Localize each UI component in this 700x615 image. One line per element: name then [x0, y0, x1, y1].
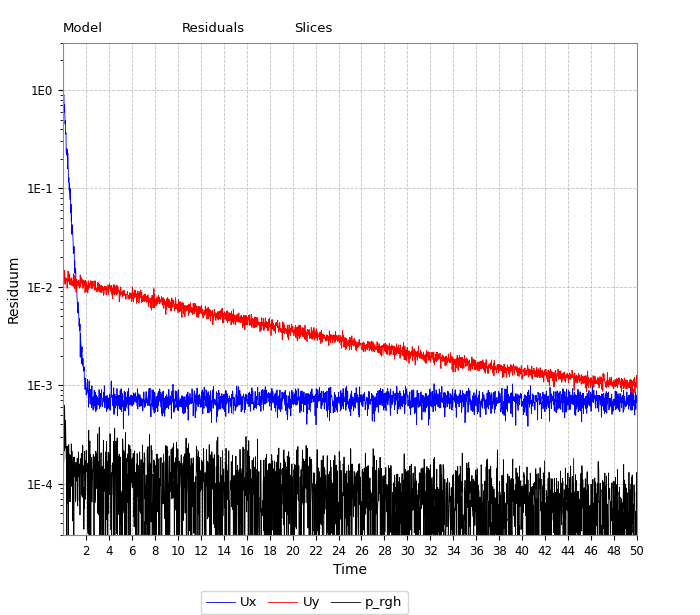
- p_rgh: [526, 547, 535, 554]
- Ux: [526, 394, 535, 402]
- p_rgh: [550, 475, 559, 482]
- Ux: [633, 395, 641, 402]
- p_rgh: [282, 485, 290, 493]
- Uy: [526, 368, 535, 375]
- p_rgh: [59, 403, 67, 411]
- Ux: [59, 87, 67, 94]
- Uy: [628, 389, 636, 397]
- Uy: [633, 384, 641, 392]
- Uy: [379, 341, 388, 349]
- p_rgh: [60, 402, 69, 409]
- Line: Uy: Uy: [63, 271, 637, 393]
- Ux: [119, 425, 127, 432]
- Uy: [281, 325, 290, 333]
- Ux: [550, 405, 559, 413]
- p_rgh: [379, 489, 388, 496]
- Uy: [571, 378, 580, 386]
- Legend: Ux, Uy, p_rgh: Ux, Uy, p_rgh: [201, 591, 407, 614]
- Ux: [379, 395, 388, 403]
- Uy: [60, 267, 69, 274]
- Uy: [59, 274, 67, 281]
- Ux: [571, 411, 580, 419]
- Y-axis label: Residuum: Residuum: [7, 255, 21, 323]
- Line: p_rgh: p_rgh: [63, 405, 637, 582]
- Ux: [281, 396, 290, 403]
- p_rgh: [71, 464, 79, 471]
- Uy: [550, 379, 559, 387]
- p_rgh: [85, 578, 93, 585]
- Uy: [71, 272, 79, 280]
- p_rgh: [633, 514, 641, 521]
- X-axis label: Time: Time: [333, 563, 367, 577]
- Ux: [71, 265, 79, 272]
- p_rgh: [572, 486, 580, 494]
- Line: Ux: Ux: [63, 90, 637, 429]
- Text: Model: Model: [63, 22, 103, 34]
- Text: Slices: Slices: [294, 22, 332, 34]
- Text: Residuals: Residuals: [182, 22, 245, 34]
